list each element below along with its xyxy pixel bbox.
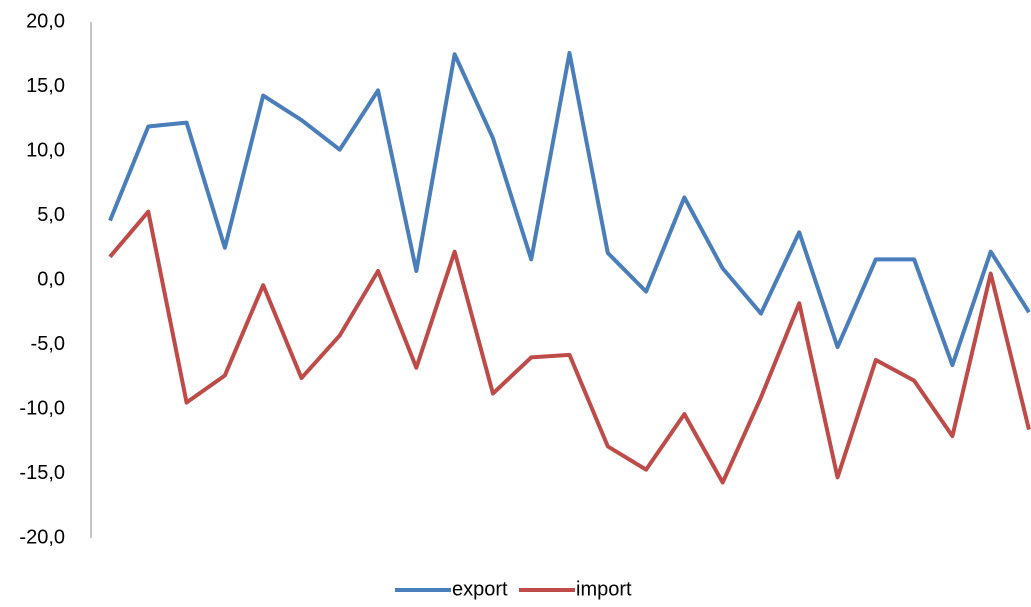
series-line [108,209,1031,485]
y-tick-label: 20,0 [26,10,65,32]
y-tick-label: -5,0 [31,333,65,355]
legend-label: import [576,578,632,600]
y-tick-label: -10,0 [19,397,65,419]
y-tick-label: -15,0 [19,462,65,484]
y-tick-label: 15,0 [26,75,65,97]
series-line [108,50,1031,368]
y-tick-label: -20,0 [19,526,65,548]
legend-label: export [452,578,508,600]
y-tick-label: 10,0 [26,139,65,161]
y-tick-label: 5,0 [37,204,65,226]
y-tick-label: 0,0 [37,268,65,290]
